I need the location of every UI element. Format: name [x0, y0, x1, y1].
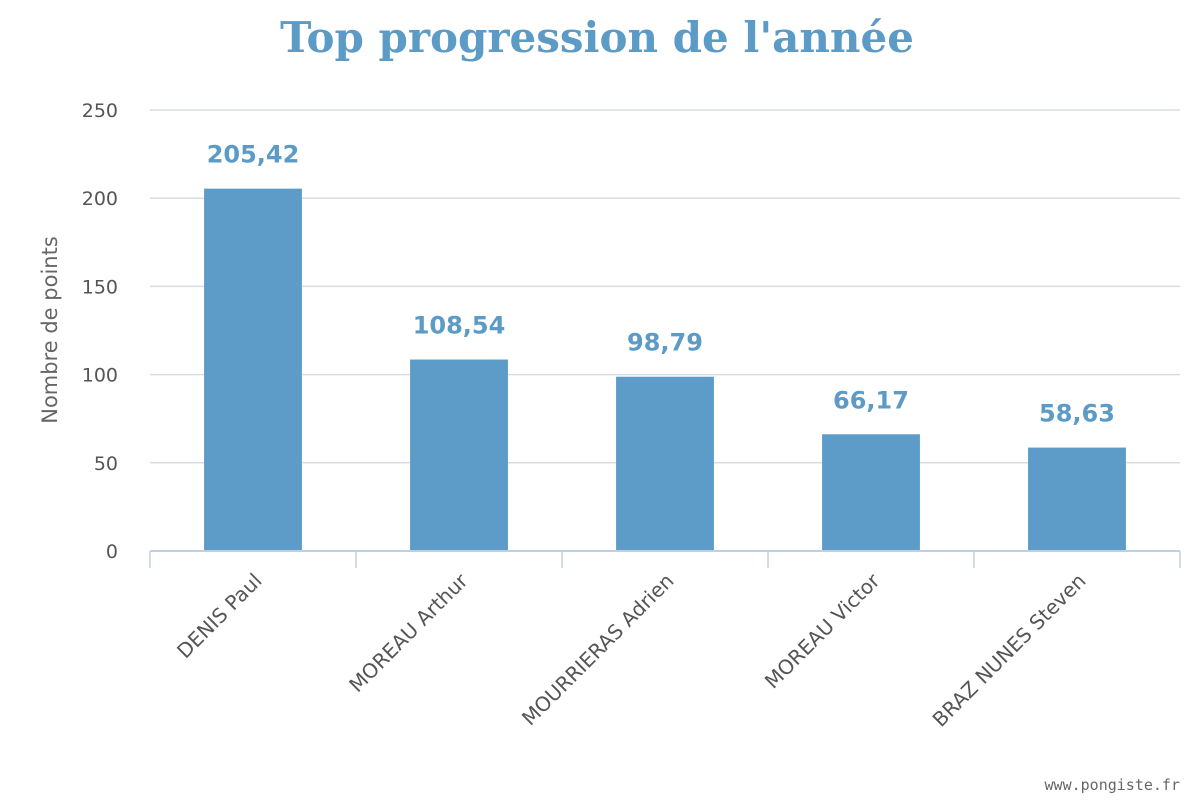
y-axis-label: Nombre de points [38, 236, 62, 424]
x-tick-label: MOURRIERAS Adrien [517, 569, 679, 731]
y-tick-label: 200 [82, 188, 118, 210]
bar [410, 359, 508, 551]
y-tick-label: 50 [94, 453, 118, 475]
data-label: 58,63 [1039, 400, 1115, 428]
bars [204, 188, 1126, 552]
y-tick-label: 150 [82, 276, 118, 298]
data-label: 205,42 [207, 141, 300, 169]
data-label: 108,54 [413, 312, 506, 340]
bar [204, 188, 302, 552]
y-axis-ticks: 0 50 100 150 200 250 [82, 100, 118, 563]
data-label: 66,17 [833, 386, 909, 414]
bar [1028, 447, 1126, 551]
bar [822, 434, 920, 551]
y-tick-label: 0 [106, 541, 118, 563]
y-tick-label: 100 [82, 365, 118, 387]
credit-text: www.pongiste.fr [1045, 776, 1180, 794]
x-tick-label: BRAZ NUNES Steven [928, 569, 1091, 732]
grid-lines [150, 109, 1180, 464]
x-tick-label: MOREAU Arthur [344, 568, 473, 697]
x-tick-label: DENIS Paul [172, 569, 266, 663]
x-axis-ticks: DENIS Paul MOREAU Arthur MOURRIERAS Adrien… [149, 551, 1181, 732]
data-labels: 205,42 108,54 98,79 66,17 58,63 [207, 141, 1115, 428]
x-tick-label: MOREAU Victor [760, 568, 885, 693]
data-label: 98,79 [627, 329, 703, 357]
y-tick-label: 250 [82, 100, 118, 122]
bar [616, 376, 714, 551]
chart-title: Top progression de l'année [280, 13, 914, 62]
